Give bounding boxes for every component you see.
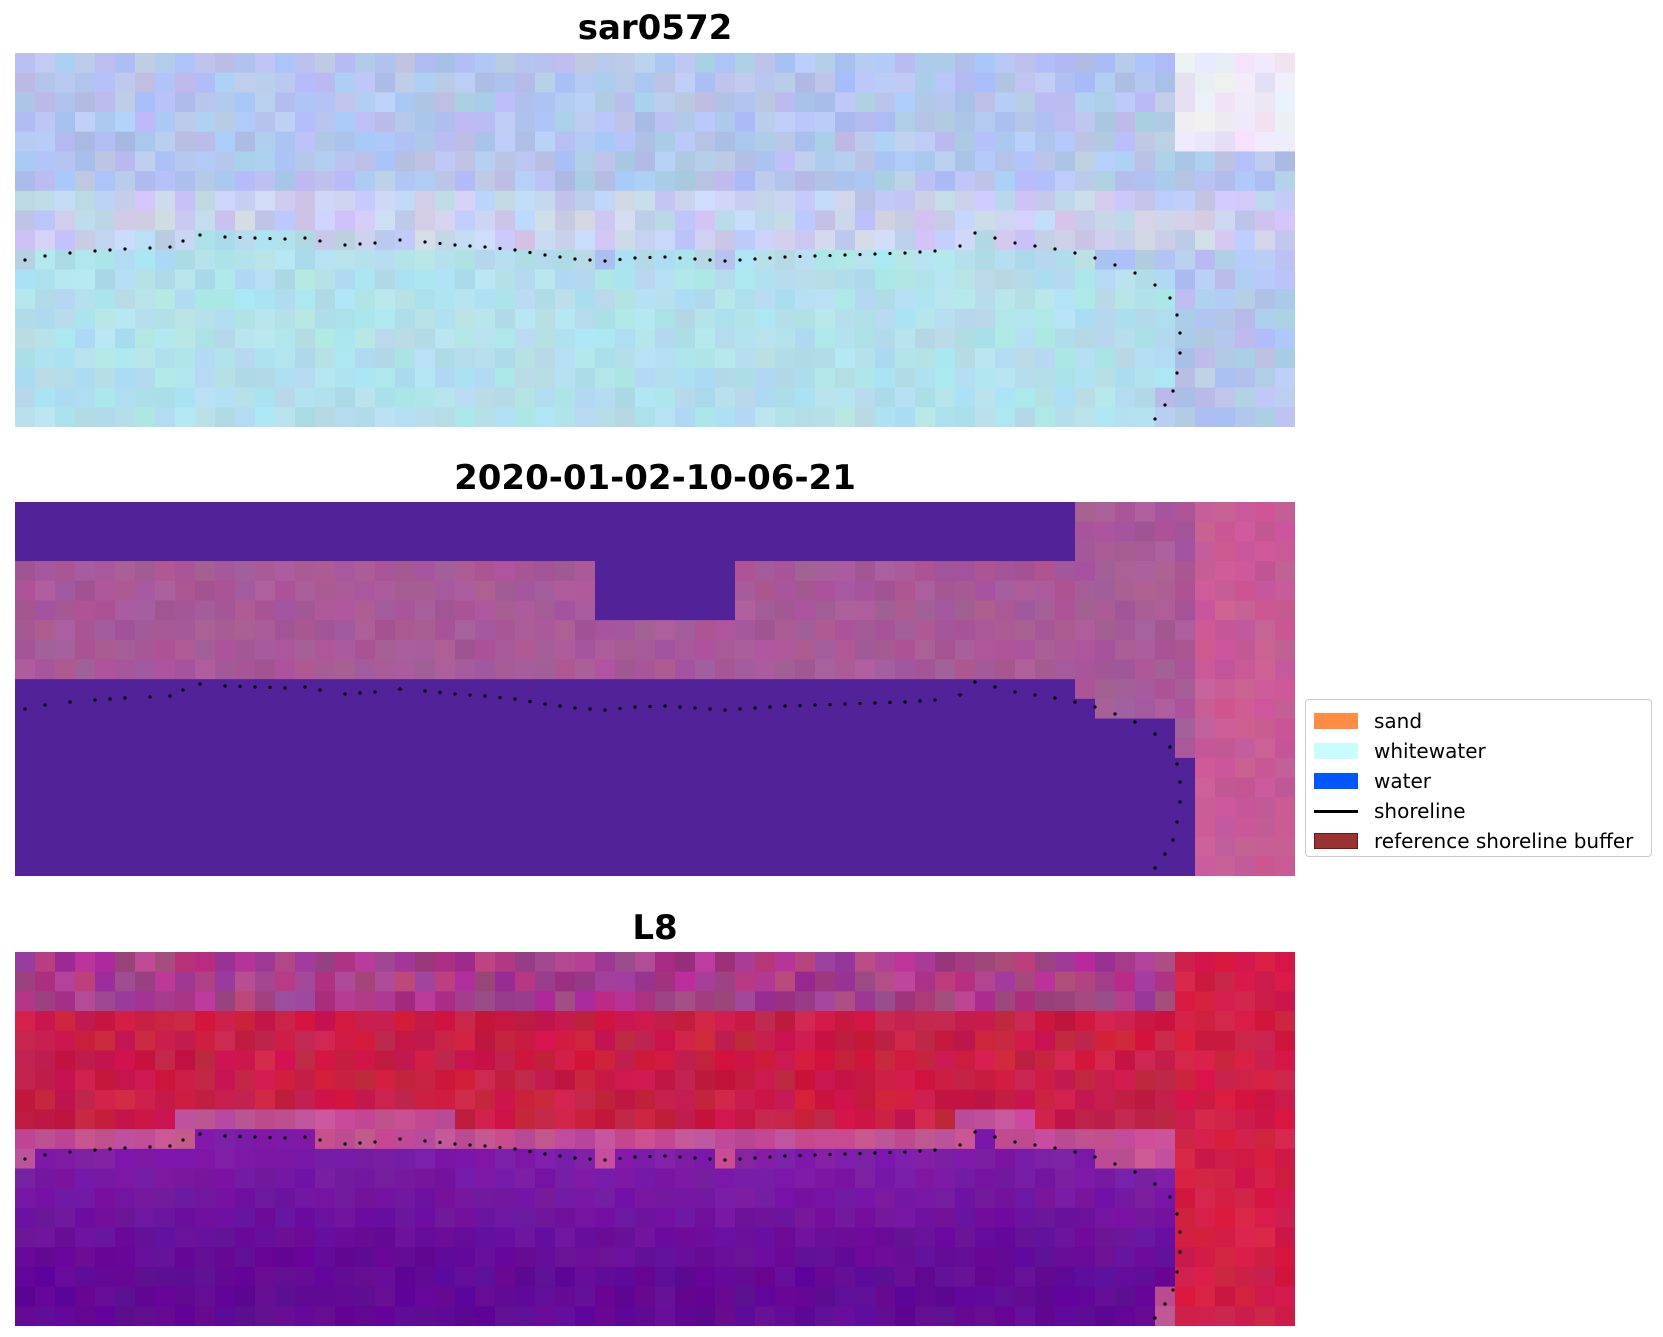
legend-item-shoreline: shoreline — [1314, 796, 1651, 826]
classification-image — [15, 502, 1295, 876]
l8-image — [15, 952, 1295, 1326]
panel-title-l8: L8 — [632, 908, 678, 948]
legend-label-sand: sand — [1374, 709, 1423, 733]
shoreline-dots — [23, 1130, 1182, 1320]
legend-item-sand: sand — [1314, 706, 1651, 736]
sand-swatch — [1314, 713, 1358, 729]
legend-label-water: water — [1374, 769, 1431, 793]
legend-label-shoreline: shoreline — [1374, 799, 1466, 823]
legend-item-whitewater: whitewater — [1314, 736, 1651, 766]
legend-item-buffer: reference shoreline buffer — [1314, 826, 1651, 856]
buffer-swatch — [1314, 833, 1358, 849]
shoreline-line-swatch — [1314, 809, 1358, 813]
water-swatch — [1314, 773, 1358, 789]
sar-image — [15, 53, 1295, 427]
legend-label-whitewater: whitewater — [1374, 739, 1486, 763]
panel-title-sar: sar0572 — [577, 8, 733, 48]
panel-title-date: 2020-01-02-10-06-21 — [454, 458, 856, 498]
legend-item-water: water — [1314, 766, 1651, 796]
legend: sand whitewater water shoreline referenc… — [1305, 699, 1652, 857]
legend-label-buffer: reference shoreline buffer — [1374, 829, 1634, 853]
shoreline-dots — [23, 231, 1182, 421]
whitewater-swatch — [1314, 743, 1358, 759]
shoreline-dots — [23, 680, 1182, 870]
